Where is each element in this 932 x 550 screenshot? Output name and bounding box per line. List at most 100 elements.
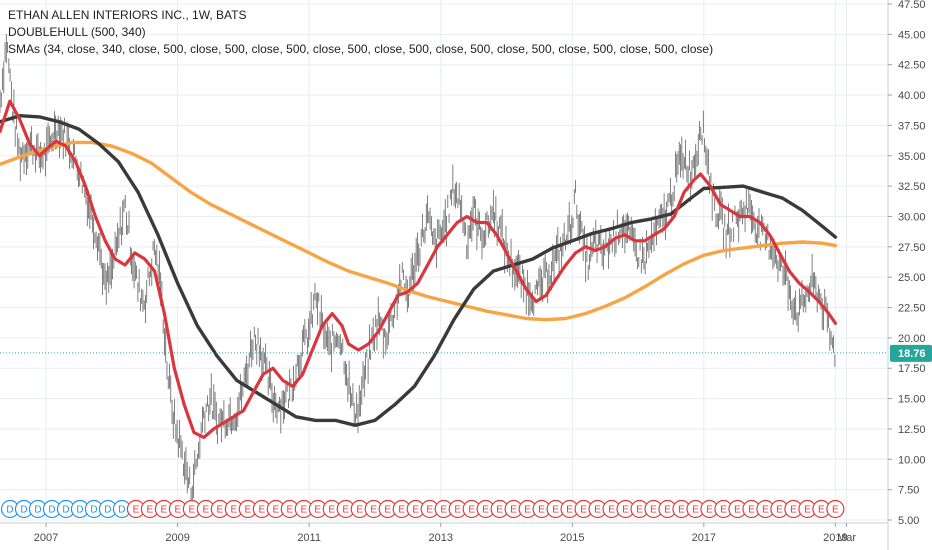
earnings-badge-label: E xyxy=(636,505,643,516)
y-tick-label: 17.50 xyxy=(898,363,926,375)
earnings-badge[interactable]: E xyxy=(714,499,733,519)
earnings-badge-label: E xyxy=(258,505,265,516)
earnings-badge-label: E xyxy=(426,505,433,516)
dividend-badge-label: D xyxy=(48,505,55,516)
x-tick-label: 2013 xyxy=(428,532,452,544)
earnings-badge-label: E xyxy=(832,505,839,516)
earnings-badge-label: E xyxy=(594,505,601,516)
earnings-badge-label: E xyxy=(370,505,377,516)
dividend-badge-label: D xyxy=(34,505,41,516)
earnings-badge[interactable]: E xyxy=(378,499,397,519)
y-tick-label: 20.00 xyxy=(898,333,926,345)
y-tick-label: 22.50 xyxy=(898,303,926,315)
earnings-badge-label: E xyxy=(314,505,321,516)
earnings-badge-label: E xyxy=(161,505,168,516)
dividend-badge-label: D xyxy=(20,505,27,516)
sma340-line xyxy=(0,140,838,322)
earnings-badge-label: E xyxy=(328,505,335,516)
x-tick-label: 2017 xyxy=(692,532,716,544)
earnings-badge-label: E xyxy=(510,505,517,516)
dividend-badge[interactable]: D xyxy=(98,499,118,519)
earnings-badge[interactable]: E xyxy=(616,499,635,519)
earnings-badge[interactable]: E xyxy=(588,499,607,519)
earnings-badge-label: E xyxy=(496,505,503,516)
y-tick-label: 35.00 xyxy=(898,151,926,163)
earnings-badge-label: E xyxy=(748,505,755,516)
dividend-badge-label: D xyxy=(76,505,83,516)
earnings-badge-label: E xyxy=(175,505,182,516)
y-tick-label: 42.50 xyxy=(898,60,926,72)
earnings-badge-label: E xyxy=(356,505,363,516)
y-tick-label: 25.00 xyxy=(898,272,926,284)
y-tick-label: 37.50 xyxy=(898,120,926,132)
earnings-badge[interactable]: E xyxy=(546,499,565,519)
earnings-badge[interactable]: E xyxy=(826,499,845,519)
sma34-line xyxy=(0,99,837,439)
earnings-badge-label: E xyxy=(790,505,797,516)
earnings-badge-label: E xyxy=(398,505,405,516)
earnings-badge[interactable]: E xyxy=(532,499,551,519)
earnings-badge-label: E xyxy=(189,505,196,516)
price-axis[interactable]: 5.00 7.50 10.00 12.50 15.00 17.50 20.00 22.50 25… xyxy=(888,0,926,527)
earnings-badge-label: E xyxy=(300,505,307,516)
earnings-badge-label: E xyxy=(650,505,657,516)
earnings-badge-label: E xyxy=(538,505,545,516)
price-tag-label: 18.76 xyxy=(898,348,926,360)
earnings-badge-label: E xyxy=(664,505,671,516)
dividend-badge-label: D xyxy=(6,505,13,516)
earnings-badge-label: E xyxy=(552,505,559,516)
earnings-badge-label: E xyxy=(230,505,237,516)
earnings-badge-label: E xyxy=(706,505,713,516)
earnings-badge-label: E xyxy=(440,505,447,516)
earnings-badge-label: E xyxy=(580,505,587,516)
earnings-badge-label: E xyxy=(454,505,461,516)
indicator-doublehull-label[interactable]: DOUBLEHULL (500, 340) xyxy=(8,25,146,39)
y-tick-label: 27.50 xyxy=(898,242,926,254)
earnings-badge-label: E xyxy=(468,505,475,516)
y-tick-label: 30.00 xyxy=(898,211,926,223)
y-tick-label: 5.00 xyxy=(898,515,919,527)
y-tick-label: 10.00 xyxy=(898,454,926,466)
earnings-badge-label: E xyxy=(272,505,279,516)
x-tick-label: 2019 xyxy=(823,532,847,544)
x-tick-label: Mar xyxy=(837,532,856,544)
earnings-badge[interactable]: E xyxy=(406,499,425,519)
symbol-title[interactable]: ETHAN ALLEN INTERIORS INC., 1W, BATS xyxy=(8,8,247,22)
x-tick-label: 2015 xyxy=(560,532,584,544)
dividend-badge-label: D xyxy=(104,505,111,516)
x-tick-label: 2007 xyxy=(34,532,58,544)
earnings-badge-label: E xyxy=(678,505,685,516)
earnings-badge-label: E xyxy=(286,505,293,516)
indicator-smas-label[interactable]: SMAs (34, close, 340, close, 500, close,… xyxy=(8,42,714,56)
earnings-badge-label: E xyxy=(412,505,419,516)
earnings-badge[interactable]: E xyxy=(672,499,691,519)
earnings-badge-label: E xyxy=(342,505,349,516)
earnings-badge-label: E xyxy=(776,505,783,516)
earnings-badge-label: E xyxy=(482,505,489,516)
earnings-badge[interactable]: E xyxy=(700,499,719,519)
earnings-badge-label: E xyxy=(622,505,629,516)
y-tick-label: 47.50 xyxy=(898,0,926,11)
earnings-badge-label: E xyxy=(147,505,154,516)
dividend-badge-label: D xyxy=(90,505,97,516)
earnings-badge-label: E xyxy=(566,505,573,516)
earnings-badge-label: E xyxy=(244,505,251,516)
x-tick-label: 2009 xyxy=(165,532,189,544)
indicator-lines xyxy=(0,99,838,439)
earnings-badge-label: E xyxy=(720,505,727,516)
y-tick-label: 32.50 xyxy=(898,181,926,193)
earnings-badge-label: E xyxy=(384,505,391,516)
earnings-badge[interactable]: E xyxy=(322,499,341,519)
hull-line xyxy=(0,114,838,427)
earnings-badge-label: E xyxy=(524,505,531,516)
dividend-badge-label: D xyxy=(62,505,69,516)
y-tick-label: 45.00 xyxy=(898,29,926,41)
y-tick-label: 12.50 xyxy=(898,424,926,436)
y-tick-label: 40.00 xyxy=(898,90,926,102)
earnings-badge-circle xyxy=(826,499,845,519)
earnings-badge-label: E xyxy=(804,505,811,516)
earnings-badge-label: E xyxy=(608,505,615,516)
